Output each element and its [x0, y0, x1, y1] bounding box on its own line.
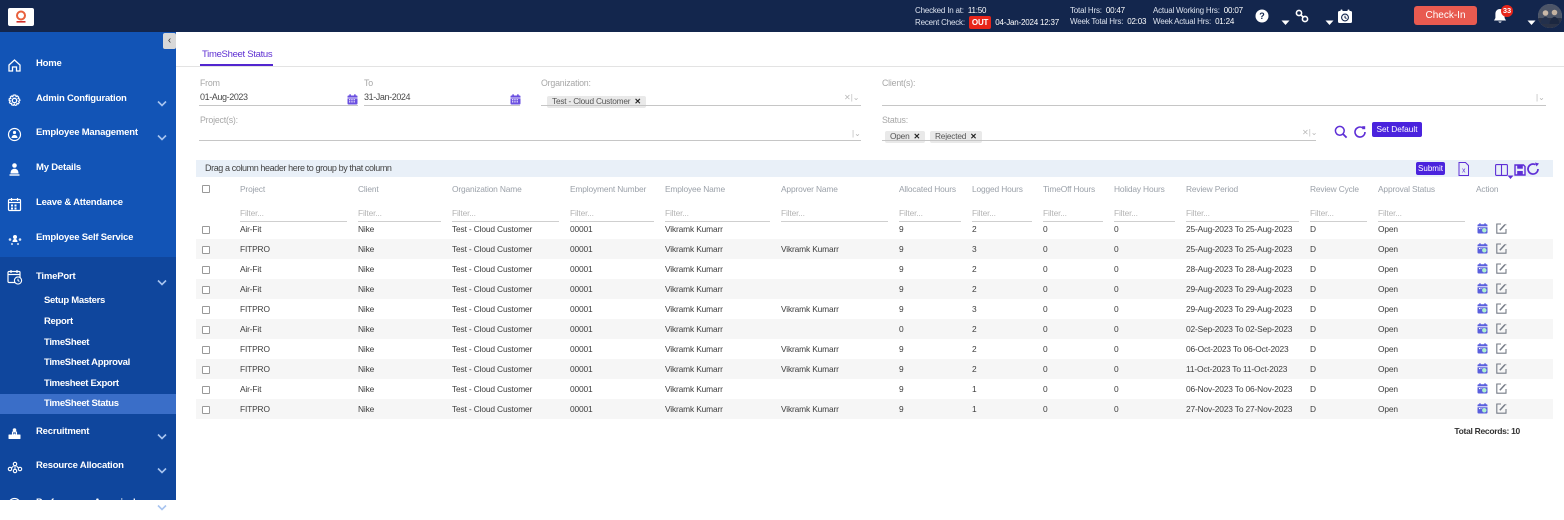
- svg-text:x: x: [1462, 168, 1466, 175]
- svg-text:?: ?: [1259, 11, 1265, 21]
